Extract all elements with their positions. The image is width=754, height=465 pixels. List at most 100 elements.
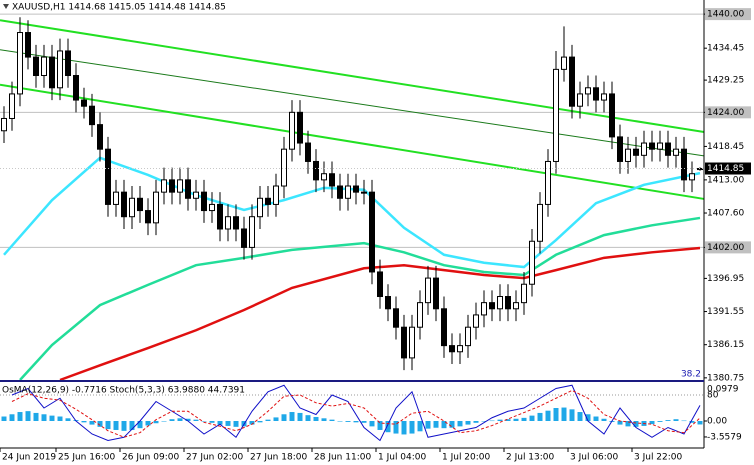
- osma-bar: [513, 418, 519, 421]
- moving-average: [19, 216, 701, 381]
- osma-bar: [49, 415, 55, 421]
- candle-body: [89, 105, 95, 126]
- x-tick-label: 3 Jul 22:00: [634, 453, 683, 463]
- candle-body: [609, 93, 615, 138]
- osma-bar: [321, 418, 327, 421]
- level-label-box: [705, 241, 751, 254]
- osma-bar: [489, 420, 495, 422]
- osma-bar: [161, 421, 167, 422]
- candle-body: [393, 308, 399, 328]
- candle-body: [161, 179, 167, 193]
- candle-body: [521, 283, 527, 304]
- osma-tick-label: 0.00: [707, 417, 727, 427]
- osma-bar: [249, 421, 255, 425]
- candle-body: [401, 326, 407, 359]
- candle-body: [425, 277, 431, 304]
- candle-body: [681, 148, 687, 181]
- osma-bar: [561, 407, 567, 421]
- candle-body: [337, 185, 343, 199]
- candle-body: [289, 111, 295, 150]
- osma-bar: [393, 421, 399, 434]
- osma-bar: [425, 421, 431, 429]
- channel-line: [0, 49, 705, 157]
- osma-bar: [97, 421, 103, 427]
- fib-label: 38.2: [681, 370, 701, 380]
- candle-body: [193, 191, 199, 199]
- candle-body: [377, 271, 383, 298]
- candle-body: [481, 302, 487, 316]
- osma-top-label: 0.0979: [707, 385, 739, 395]
- y-tick-label: 1386.15: [707, 340, 744, 350]
- osma-bar: [569, 409, 575, 421]
- osma-bar: [537, 412, 543, 421]
- candle-body: [225, 216, 231, 230]
- osma-bar: [633, 421, 639, 427]
- x-tick-label: 27 Jun 02:00: [186, 453, 243, 463]
- y-tick-label: 1407.60: [707, 209, 744, 219]
- osma-bar: [89, 421, 95, 425]
- osma-tick-label: -3.5579: [707, 432, 742, 442]
- osma-bar: [617, 421, 623, 425]
- osma-bar: [657, 421, 663, 422]
- osma-bar: [385, 421, 391, 433]
- osma-bar: [17, 412, 23, 421]
- candle-body: [145, 210, 151, 224]
- candle-body: [497, 296, 503, 310]
- osma-bar: [689, 421, 695, 423]
- candle-body: [137, 197, 143, 212]
- osma-bar: [361, 421, 367, 423]
- osma-bar: [369, 421, 375, 427]
- candle-body: [185, 179, 191, 199]
- osma-bar: [377, 421, 383, 430]
- stoch-tick-label: 80: [707, 391, 719, 401]
- y-tick-label: 1380.75: [707, 373, 744, 383]
- osma-bar: [57, 416, 63, 421]
- channel-line: [0, 83, 705, 200]
- osma-bar: [121, 421, 127, 431]
- y-tick-label: 1424.00: [707, 108, 744, 118]
- candle-body: [321, 173, 327, 181]
- level-label-box: [705, 8, 751, 21]
- osma-bar: [25, 411, 31, 421]
- candle-body: [113, 191, 119, 205]
- symbol-icon: [3, 4, 9, 9]
- candle-body: [441, 308, 447, 347]
- y-tick-label: 1429.25: [707, 76, 744, 86]
- candle-body: [329, 173, 335, 187]
- osma-bar: [449, 421, 455, 428]
- candle-body: [617, 136, 623, 162]
- candle-body: [465, 326, 471, 347]
- osma-bar: [625, 421, 631, 427]
- plot-layer: [0, 13, 705, 442]
- osma-bar: [289, 412, 295, 421]
- candle-body: [105, 148, 111, 205]
- candle-body: [649, 142, 655, 150]
- osma-bar: [505, 419, 511, 421]
- osma-bar: [529, 415, 535, 421]
- candle-body: [233, 216, 239, 230]
- candle-body: [17, 32, 23, 95]
- candle-body: [489, 302, 495, 310]
- candle-body: [601, 93, 607, 101]
- osma-bar: [457, 421, 463, 427]
- level-label-box: [705, 106, 751, 119]
- osma-bar: [41, 414, 47, 421]
- candle-body: [25, 32, 31, 58]
- y-tick-label: 1402.00: [707, 243, 744, 253]
- candle-body: [577, 93, 583, 107]
- osma-bar: [217, 421, 223, 425]
- candle-body: [97, 124, 103, 150]
- osma-bar: [601, 418, 607, 421]
- osma-bar: [545, 410, 551, 421]
- candle-body: [665, 142, 671, 156]
- candle-body: [505, 296, 511, 310]
- candle-body: [313, 160, 319, 181]
- osma-bar: [209, 421, 215, 423]
- candle-body: [417, 302, 423, 328]
- y-tick-label: 1440.00: [707, 10, 744, 20]
- osma-bar: [473, 421, 479, 423]
- osma-bar: [273, 417, 279, 421]
